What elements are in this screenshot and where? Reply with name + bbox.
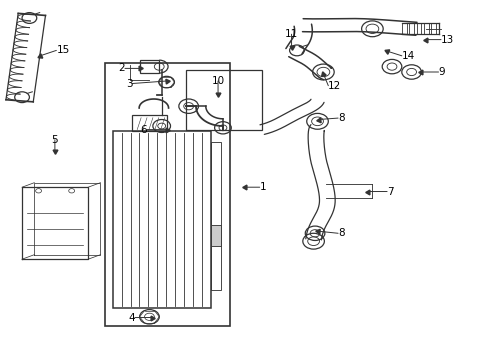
Text: 11: 11	[285, 29, 298, 39]
Text: 15: 15	[56, 45, 70, 55]
Text: 5: 5	[51, 135, 58, 145]
Text: 6: 6	[140, 125, 147, 135]
Bar	[113, 131, 211, 308]
Text: 14: 14	[402, 51, 415, 61]
Bar	[105, 63, 230, 326]
Text: 12: 12	[328, 81, 342, 91]
Bar	[211, 225, 221, 246]
Bar	[156, 94, 162, 95]
Text: 10: 10	[212, 76, 224, 86]
Bar	[211, 142, 221, 290]
Text: 8: 8	[338, 113, 345, 123]
Bar	[402, 23, 407, 34]
Text: 8: 8	[338, 228, 345, 238]
Text: 13: 13	[441, 35, 454, 45]
Bar	[409, 23, 414, 34]
Text: 7: 7	[387, 186, 394, 197]
Text: 2: 2	[118, 63, 125, 73]
Bar	[424, 23, 429, 34]
Text: 9: 9	[439, 67, 445, 77]
Text: 1: 1	[260, 182, 267, 192]
Bar	[431, 23, 436, 34]
Bar	[186, 70, 262, 130]
Bar	[416, 23, 421, 34]
Text: 3: 3	[125, 78, 132, 89]
Text: 4: 4	[128, 312, 135, 323]
Bar	[132, 115, 167, 131]
